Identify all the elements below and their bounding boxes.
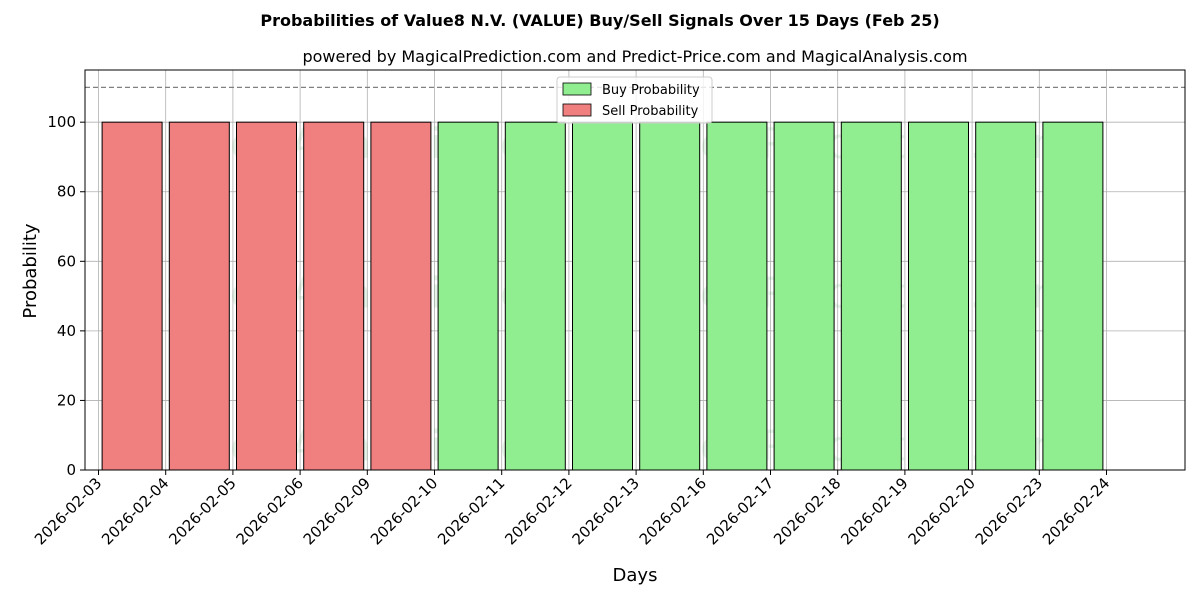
buy-bar — [437, 121, 499, 471]
sell-bar — [101, 121, 163, 471]
y-axis-ticks: 0 20 40 60 80 100 — [47, 113, 85, 479]
x-tick-label: 2026-02-16 — [636, 474, 710, 548]
legend-sell-label: Sell Probability — [602, 104, 699, 119]
x-tick-label: 2026-02-03 — [31, 474, 105, 548]
x-tick-label: 2026-02-24 — [1039, 474, 1113, 548]
buy-bar — [1042, 121, 1104, 471]
x-tick-label: 2026-02-19 — [837, 474, 911, 548]
buy-bar — [773, 121, 835, 471]
x-tick-label: 2026-02-04 — [98, 474, 172, 548]
x-tick-label: 2026-02-11 — [434, 474, 508, 548]
x-tick-label: 2026-02-13 — [569, 474, 643, 548]
buy-bar — [975, 121, 1037, 471]
buy-bar — [706, 121, 768, 471]
legend-sell-swatch — [562, 103, 592, 117]
x-tick-label: 2026-02-10 — [367, 474, 441, 548]
sell-bar — [303, 121, 365, 471]
legend-buy-swatch — [562, 82, 592, 96]
x-tick-label: 2026-02-05 — [165, 474, 239, 548]
sell-bar — [370, 121, 432, 471]
legend-box — [556, 76, 713, 124]
y-tick-label: 0 — [66, 461, 76, 479]
y-axis-title: Probability — [20, 223, 41, 318]
legend-buy-label: Buy Probability — [602, 83, 700, 98]
x-axis-ticks: 2026-02-032026-02-042026-02-052026-02-06… — [31, 470, 1113, 548]
legend: Buy Probability Sell Probability — [556, 76, 713, 124]
buy-bar — [840, 121, 902, 471]
chart-title: Probabilities of Value8 N.V. (VALUE) Buy… — [260, 11, 939, 30]
x-tick-label: 2026-02-17 — [703, 474, 777, 548]
sell-bar — [168, 121, 230, 471]
buy-bar — [908, 121, 969, 471]
y-tick-label: 100 — [47, 113, 76, 131]
bars — [101, 121, 1104, 471]
x-tick-label: 2026-02-20 — [905, 474, 979, 548]
y-tick-label: 40 — [57, 322, 76, 340]
buy-bar — [572, 121, 633, 471]
x-tick-label: 2026-02-18 — [770, 474, 844, 548]
y-tick-label: 60 — [57, 252, 76, 270]
buy-bar — [504, 121, 566, 471]
plot-frame — [84, 69, 1186, 471]
y-tick-label: 80 — [57, 183, 76, 201]
y-tick-label: 20 — [57, 391, 76, 409]
sell-bar — [236, 121, 297, 471]
x-axis-title: Days — [613, 565, 658, 586]
x-tick-label: 2026-02-06 — [233, 474, 307, 548]
x-tick-label: 2026-02-23 — [972, 474, 1046, 548]
x-tick-label: 2026-02-12 — [501, 474, 575, 548]
chart-subtitle: powered by MagicalPrediction.com and Pre… — [302, 47, 967, 66]
buy-bar — [639, 121, 701, 471]
x-tick-label: 2026-02-09 — [300, 474, 374, 548]
